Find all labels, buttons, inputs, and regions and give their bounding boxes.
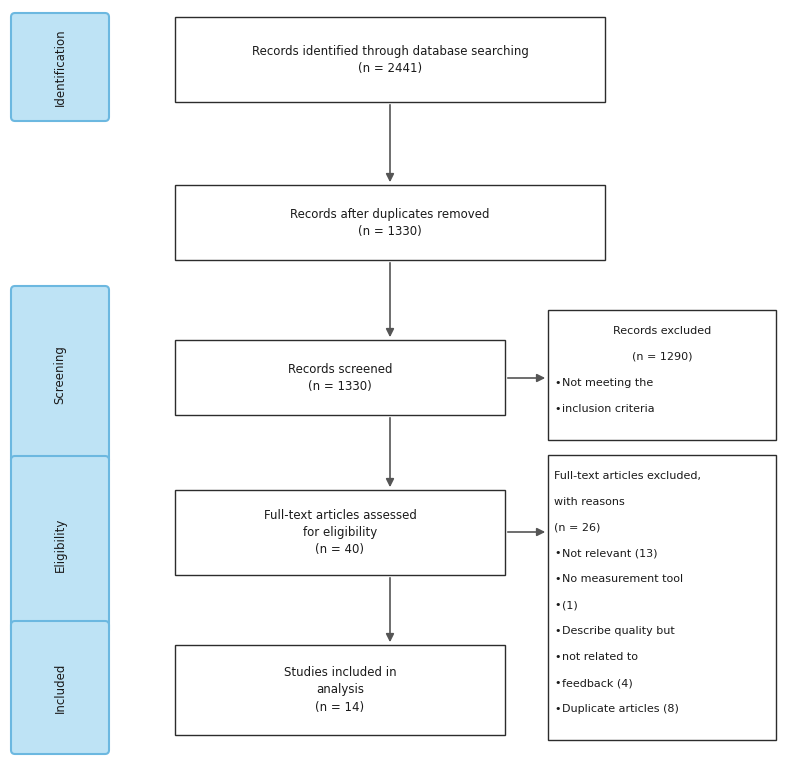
Text: feedback (4): feedback (4) [562,678,633,688]
Text: •: • [554,704,560,714]
Text: Records identified through database searching
(n = 2441): Records identified through database sear… [252,44,528,74]
Text: Full-text articles excluded,: Full-text articles excluded, [554,470,701,480]
Text: (1): (1) [562,601,578,610]
Text: •: • [554,575,560,584]
Text: (n = 26): (n = 26) [554,522,600,532]
Text: Full-text articles assessed
for eligibility
(n = 40): Full-text articles assessed for eligibil… [264,509,417,556]
Text: •: • [554,549,560,558]
Text: •: • [554,627,560,636]
FancyBboxPatch shape [11,456,109,634]
Text: •: • [554,404,560,414]
Bar [175,340,505,415]
Text: not related to: not related to [562,652,638,662]
Text: •: • [554,601,560,610]
Text: •: • [554,652,560,662]
Text: No measurement tool: No measurement tool [562,575,683,584]
Text: Not meeting the: Not meeting the [562,378,654,388]
Bar [548,455,776,740]
Text: •: • [554,678,560,688]
Bar [175,185,605,260]
Text: Duplicate articles (8): Duplicate articles (8) [562,704,679,714]
FancyBboxPatch shape [11,286,109,464]
Text: Records excluded: Records excluded [613,326,711,336]
Text: Studies included in
analysis
(n = 14): Studies included in analysis (n = 14) [284,666,396,714]
Text: inclusion criteria: inclusion criteria [562,404,654,414]
Text: Records after duplicates removed
(n = 1330): Records after duplicates removed (n = 13… [290,207,489,237]
Text: Describe quality but: Describe quality but [562,627,675,636]
Text: with reasons: with reasons [554,496,625,506]
Text: Included: Included [53,662,66,713]
Text: Screening: Screening [53,346,66,405]
Bar [175,17,605,102]
FancyBboxPatch shape [11,621,109,754]
Text: Not relevant (13): Not relevant (13) [562,549,658,558]
Text: •: • [554,378,560,388]
FancyBboxPatch shape [11,13,109,121]
Text: Eligibility: Eligibility [53,518,66,572]
Bar [175,490,505,575]
Text: Identification: Identification [53,28,66,106]
Text: (n = 1290): (n = 1290) [632,352,693,362]
Bar [548,310,776,440]
Text: Records screened
(n = 1330): Records screened (n = 1330) [288,363,392,392]
Bar [175,645,505,735]
